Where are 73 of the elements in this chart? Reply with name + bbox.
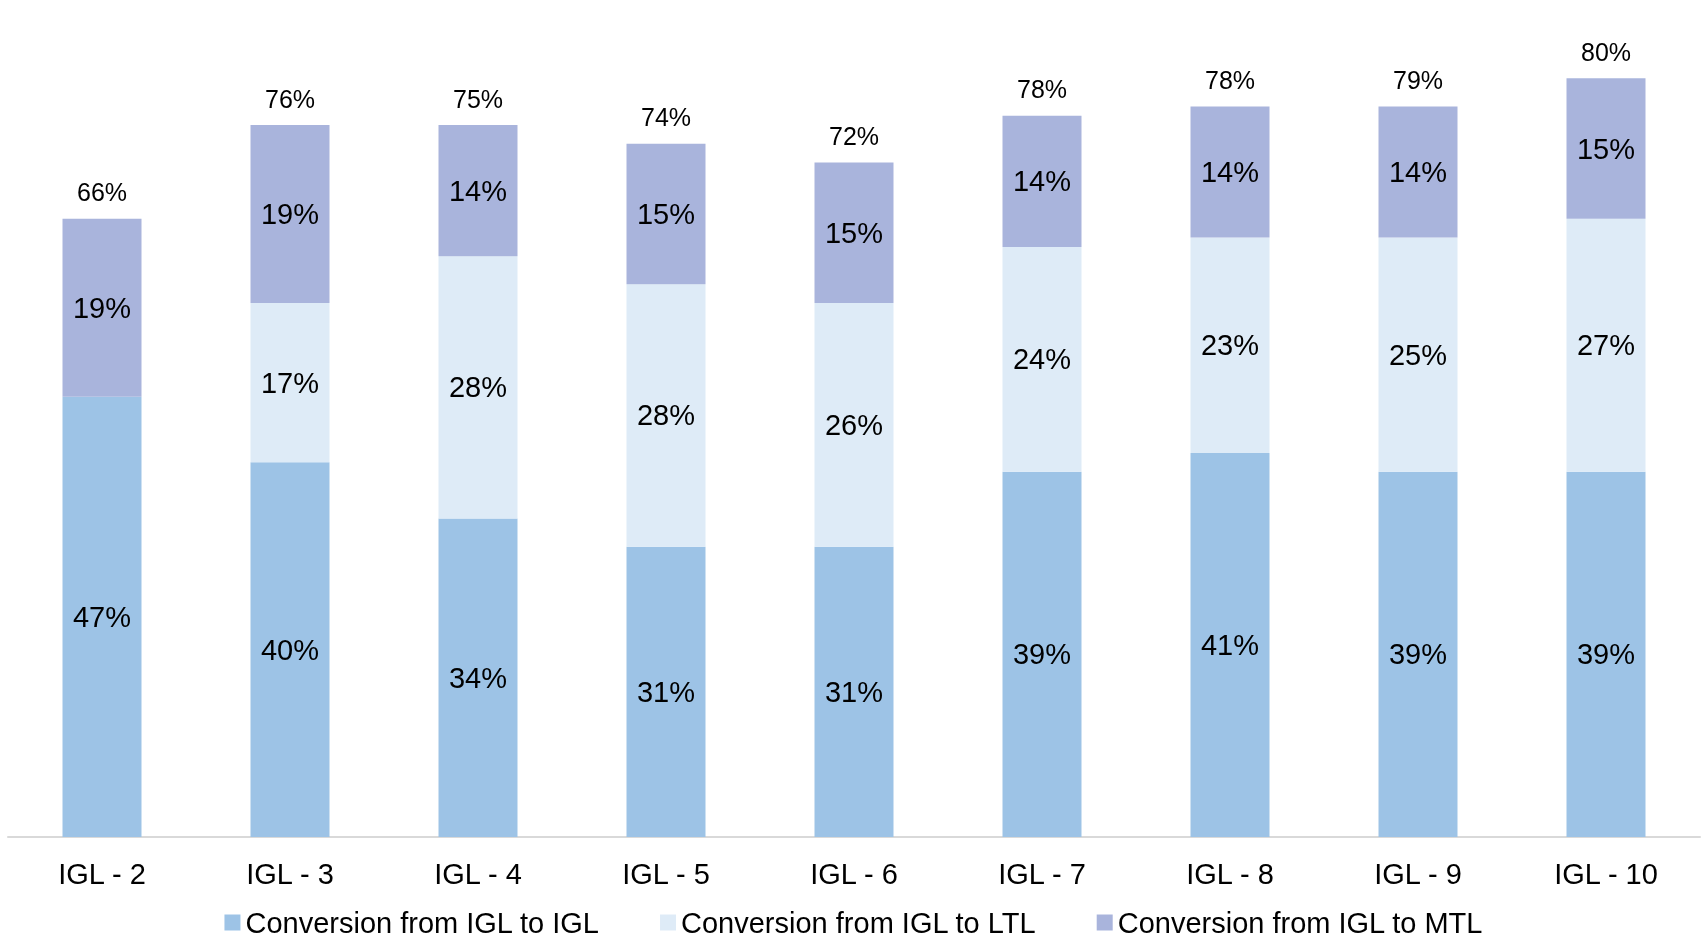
data-label: 31%	[636, 675, 696, 708]
data-label: 15%	[1576, 132, 1636, 165]
data-label: 14%	[1012, 165, 1072, 198]
data-label: 24%	[1012, 343, 1072, 376]
data-label: 41%	[1200, 628, 1260, 661]
data-label: 15%	[824, 216, 884, 249]
legend-label: Conversion from IGL to MTL	[1117, 906, 1483, 939]
data-label: 25%	[1388, 338, 1448, 371]
data-label: 19%	[72, 291, 132, 324]
data-label: 15%	[636, 198, 696, 231]
bar	[1002, 115, 1082, 247]
bar	[62, 396, 142, 837]
data-label: 23%	[1200, 329, 1260, 362]
x-tick-label: IGL - 4	[434, 857, 522, 890]
data-label: 47%	[72, 600, 132, 633]
data-label: 14%	[448, 174, 508, 207]
data-label: 40%	[260, 633, 320, 666]
total-label: 78%	[1016, 75, 1068, 104]
x-tick-label: IGL - 6	[810, 857, 898, 890]
bar	[1378, 237, 1458, 472]
total-label: 78%	[1204, 65, 1256, 94]
total-label: 80%	[1580, 37, 1632, 66]
total-label: 74%	[640, 103, 692, 132]
total-label: 76%	[264, 84, 316, 113]
data-label: 34%	[448, 661, 508, 694]
data-label: 39%	[1576, 638, 1636, 671]
bar	[626, 284, 706, 547]
total-label: 72%	[828, 122, 880, 151]
bar	[1378, 471, 1458, 837]
bar	[438, 518, 518, 837]
x-tick-label: IGL - 7	[998, 857, 1086, 890]
bar	[250, 303, 330, 463]
bar	[626, 546, 706, 837]
bar	[250, 462, 330, 837]
bar	[1190, 106, 1270, 238]
total-label: 75%	[452, 84, 504, 113]
bar	[1190, 237, 1270, 453]
bar	[1002, 471, 1082, 837]
bar	[1566, 78, 1646, 219]
data-label: 17%	[260, 366, 320, 399]
data-label: 14%	[1388, 155, 1448, 188]
bar	[1566, 218, 1646, 472]
x-tick-label: IGL - 3	[246, 857, 334, 890]
bar	[1190, 452, 1270, 837]
legend-label: Conversion from IGL to IGL	[245, 906, 599, 939]
bar	[814, 546, 894, 837]
data-label: 39%	[1388, 638, 1448, 671]
data-label: 27%	[1576, 329, 1636, 362]
legend-label: Conversion from IGL to LTL	[681, 906, 1036, 939]
x-tick-label: IGL - 2	[58, 857, 146, 890]
bar	[62, 218, 142, 397]
bar	[1566, 471, 1646, 837]
x-tick-label: IGL - 9	[1374, 857, 1462, 890]
data-label: 28%	[636, 399, 696, 432]
total-label: 66%	[76, 178, 128, 207]
bar	[1378, 106, 1458, 238]
data-label: 31%	[824, 675, 884, 708]
x-tick-label: IGL - 5	[622, 857, 710, 890]
data-label: 26%	[824, 408, 884, 441]
bar	[814, 162, 894, 304]
bar	[250, 125, 330, 304]
data-label: 14%	[1200, 155, 1260, 188]
data-label: 28%	[448, 371, 508, 404]
bar	[438, 125, 518, 257]
data-label: 19%	[260, 198, 320, 231]
bar	[626, 143, 706, 285]
bar	[814, 303, 894, 547]
data-label: 39%	[1012, 638, 1072, 671]
bar	[438, 256, 518, 519]
x-tick-label: IGL - 8	[1186, 857, 1274, 890]
total-label: 79%	[1392, 65, 1444, 94]
x-tick-label: IGL - 10	[1554, 857, 1658, 890]
bar	[1002, 246, 1082, 472]
